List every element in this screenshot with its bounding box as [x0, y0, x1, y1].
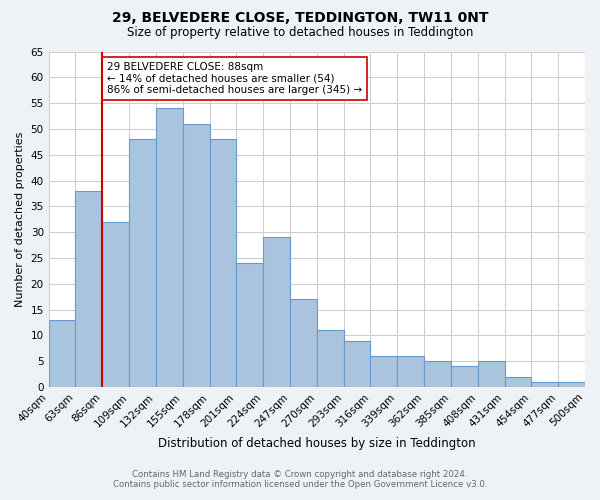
- Bar: [129, 139, 156, 387]
- X-axis label: Distribution of detached houses by size in Teddington: Distribution of detached houses by size …: [158, 437, 476, 450]
- Text: 29 BELVEDERE CLOSE: 88sqm
← 14% of detached houses are smaller (54)
86% of semi-: 29 BELVEDERE CLOSE: 88sqm ← 14% of detac…: [107, 62, 362, 95]
- Bar: [317, 330, 344, 387]
- Bar: [532, 382, 558, 387]
- Bar: [451, 366, 478, 387]
- Text: Contains HM Land Registry data © Crown copyright and database right 2024.
Contai: Contains HM Land Registry data © Crown c…: [113, 470, 487, 489]
- Bar: [183, 124, 209, 387]
- Bar: [236, 263, 263, 387]
- Bar: [370, 356, 397, 387]
- Bar: [344, 340, 370, 387]
- Bar: [209, 139, 236, 387]
- Bar: [397, 356, 424, 387]
- Bar: [76, 191, 103, 387]
- Bar: [263, 238, 290, 387]
- Y-axis label: Number of detached properties: Number of detached properties: [15, 132, 25, 307]
- Bar: [478, 361, 505, 387]
- Bar: [103, 222, 129, 387]
- Text: Size of property relative to detached houses in Teddington: Size of property relative to detached ho…: [127, 26, 473, 39]
- Bar: [49, 320, 76, 387]
- Bar: [424, 361, 451, 387]
- Bar: [558, 382, 585, 387]
- Bar: [156, 108, 183, 387]
- Bar: [290, 299, 317, 387]
- Text: 29, BELVEDERE CLOSE, TEDDINGTON, TW11 0NT: 29, BELVEDERE CLOSE, TEDDINGTON, TW11 0N…: [112, 12, 488, 26]
- Bar: [505, 376, 532, 387]
